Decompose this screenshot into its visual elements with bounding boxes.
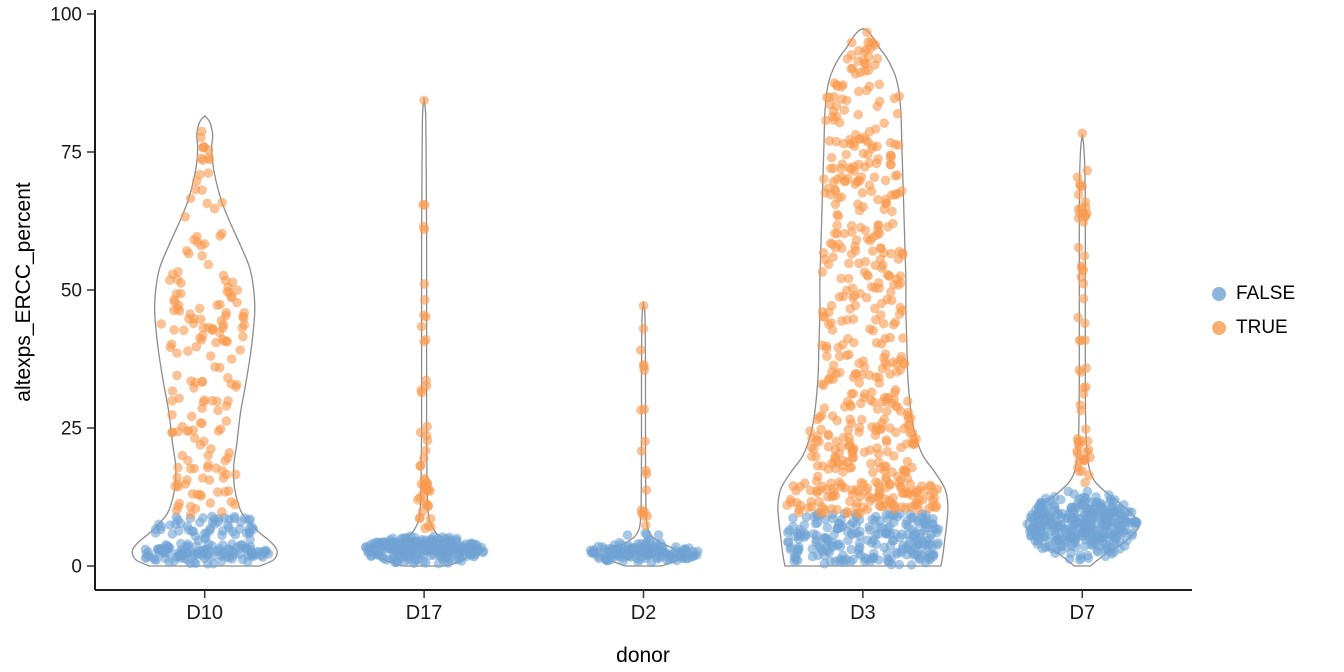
points-D17-TRUE	[418, 199, 430, 235]
legend-dot-false	[1212, 287, 1226, 301]
x-tick-label-D10: D10	[186, 602, 223, 624]
legend-label-true: TRUE	[1236, 317, 1288, 338]
points-D3-TRUE	[819, 78, 907, 239]
points-D7-TRUE	[1073, 293, 1092, 416]
legend: FALSE TRUE	[1212, 283, 1295, 339]
points-D3-TRUE	[805, 396, 921, 489]
points-D10-TRUE	[195, 126, 215, 180]
points-D7-TRUE	[1077, 128, 1088, 139]
y-tick-label: 25	[61, 419, 82, 440]
legend-label-false: FALSE	[1236, 283, 1296, 304]
points-D3-TRUE	[817, 230, 910, 406]
points-D10-TRUE	[156, 259, 250, 373]
points-D10-TRUE	[167, 370, 242, 461]
y-tick-label: 75	[61, 143, 82, 164]
points-D7-TRUE	[1073, 217, 1090, 289]
x-tick-label-D3: D3	[850, 602, 876, 624]
legend-dot-true	[1212, 321, 1226, 335]
violin-outlines	[131, 28, 1140, 567]
data-points	[140, 27, 1142, 570]
points-D10-TRUE	[180, 176, 227, 261]
points-D17-TRUE	[412, 473, 436, 534]
points-D7-FALSE	[1022, 486, 1142, 565]
legend-item-false: FALSE	[1212, 283, 1295, 305]
points-D17-TRUE	[419, 95, 429, 106]
points-D2-TRUE	[638, 324, 649, 334]
x-tick-label-D17: D17	[406, 602, 443, 624]
y-axis-title: altexps_ERCC_percent	[12, 182, 35, 402]
points-D2-FALSE	[622, 528, 664, 546]
points-D3-FALSE	[783, 508, 944, 570]
points-D2-TRUE	[635, 345, 650, 456]
points-D7-TRUE	[1072, 424, 1095, 488]
axes: 0 25 50 75 100 D10 D17 D2 D3 D7	[50, 5, 1192, 624]
points-D17-TRUE	[416, 279, 431, 347]
points-D2-TRUE	[638, 301, 649, 311]
points-D7-TRUE	[1072, 165, 1092, 223]
legend-item-true: TRUE	[1212, 317, 1295, 339]
y-tick-label: 0	[71, 557, 82, 578]
y-tick-label: 100	[50, 5, 82, 26]
x-tick-label-D2: D2	[631, 602, 657, 624]
x-tick-label-D7: D7	[1070, 602, 1096, 624]
points-D2-TRUE	[636, 465, 653, 531]
points-D10-FALSE	[150, 511, 259, 546]
points-D10-TRUE	[170, 453, 241, 520]
points-D3-TRUE	[842, 27, 883, 79]
points-D10-FALSE	[140, 538, 274, 569]
y-tick-label: 50	[61, 281, 82, 302]
points-D17-TRUE	[415, 375, 433, 472]
points-D2-FALSE	[585, 537, 703, 568]
x-axis-title: donor	[616, 644, 670, 667]
points-D17-FALSE	[361, 531, 489, 569]
